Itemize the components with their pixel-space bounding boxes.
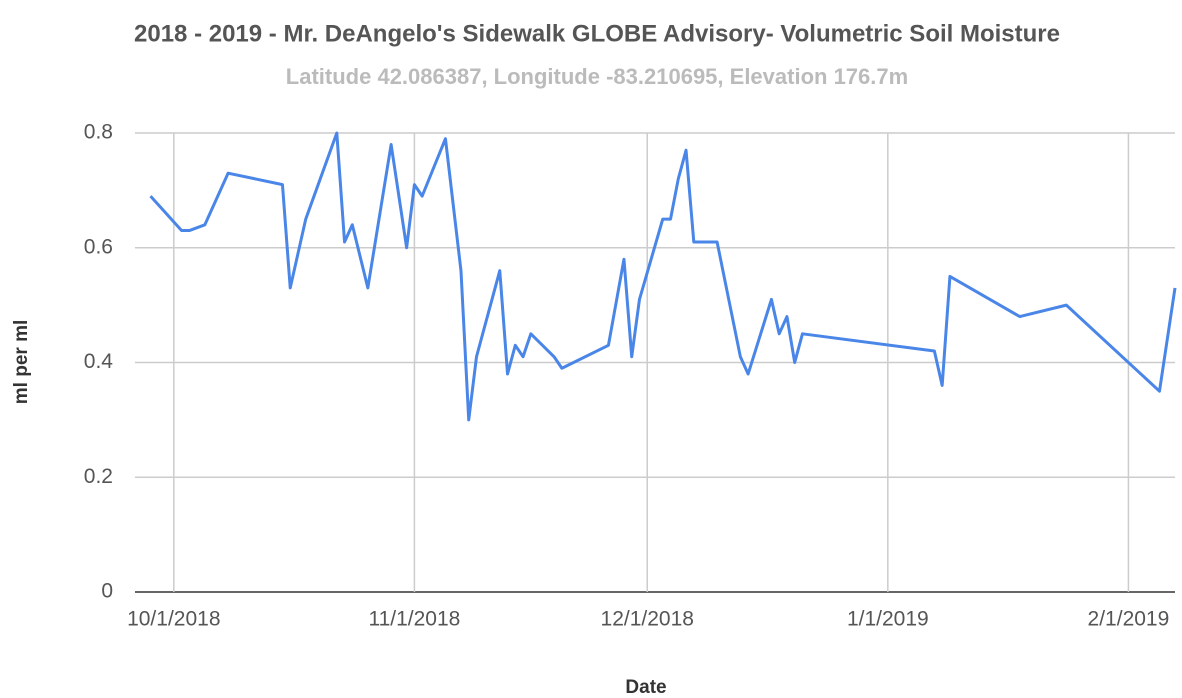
x-tick-label: 1/1/2019	[847, 608, 929, 631]
x-tick-label: 2/1/2019	[1088, 608, 1170, 631]
y-axis-label: ml per ml	[11, 320, 32, 404]
y-tick-label: 0	[101, 580, 113, 603]
y-tick-label: 0.6	[84, 235, 113, 258]
data-line	[149, 131, 1177, 422]
x-axis-label: Date	[625, 677, 666, 698]
x-tick-label: 10/1/2018	[127, 608, 220, 631]
x-tick-label: 12/1/2018	[601, 608, 694, 631]
chart-subtitle: Latitude 42.086387, Longitude -83.210695…	[286, 64, 908, 89]
y-tick-label: 0.4	[84, 350, 114, 373]
y-tick-label: 0.2	[84, 465, 113, 488]
y-tick-label: 0.8	[84, 121, 113, 144]
x-tick-label: 11/1/2018	[368, 608, 460, 631]
chart-title: 2018 - 2019 - Mr. DeAngelo's Sidewalk GL…	[134, 20, 1060, 47]
